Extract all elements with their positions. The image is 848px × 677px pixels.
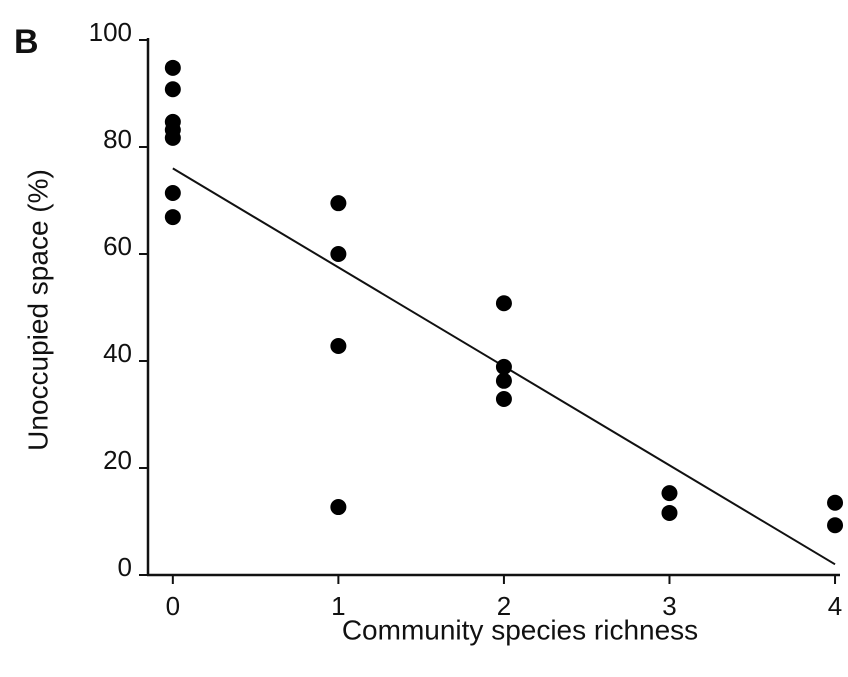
point <box>164 81 181 98</box>
point <box>661 485 678 502</box>
point <box>330 195 347 212</box>
y-tick-label: 0 <box>118 552 132 582</box>
panel-label: B <box>14 23 39 61</box>
point <box>495 358 512 375</box>
point <box>827 517 844 534</box>
y-axis-label: Unoccupied space (%) <box>22 169 53 451</box>
y-tick-label: 60 <box>103 231 132 261</box>
point <box>827 494 844 511</box>
x-axis-label: Community species richness <box>342 614 698 645</box>
point <box>661 504 678 521</box>
point <box>495 390 512 407</box>
point <box>164 129 181 146</box>
point <box>330 338 347 355</box>
y-tick-label: 100 <box>89 17 132 47</box>
point <box>495 295 512 312</box>
point <box>164 209 181 226</box>
point <box>330 499 347 516</box>
point <box>495 372 512 389</box>
x-tick-label: 0 <box>166 591 180 621</box>
x-tick-label: 4 <box>828 591 842 621</box>
point <box>164 59 181 76</box>
y-tick-label: 80 <box>103 124 132 154</box>
x-tick-label: 1 <box>331 591 345 621</box>
point <box>330 246 347 262</box>
x-tick-label: 2 <box>497 591 511 621</box>
y-tick-label: 40 <box>103 338 132 368</box>
y-tick-label: 20 <box>103 445 132 475</box>
x-tick-label: 3 <box>662 591 676 621</box>
point <box>164 185 181 202</box>
